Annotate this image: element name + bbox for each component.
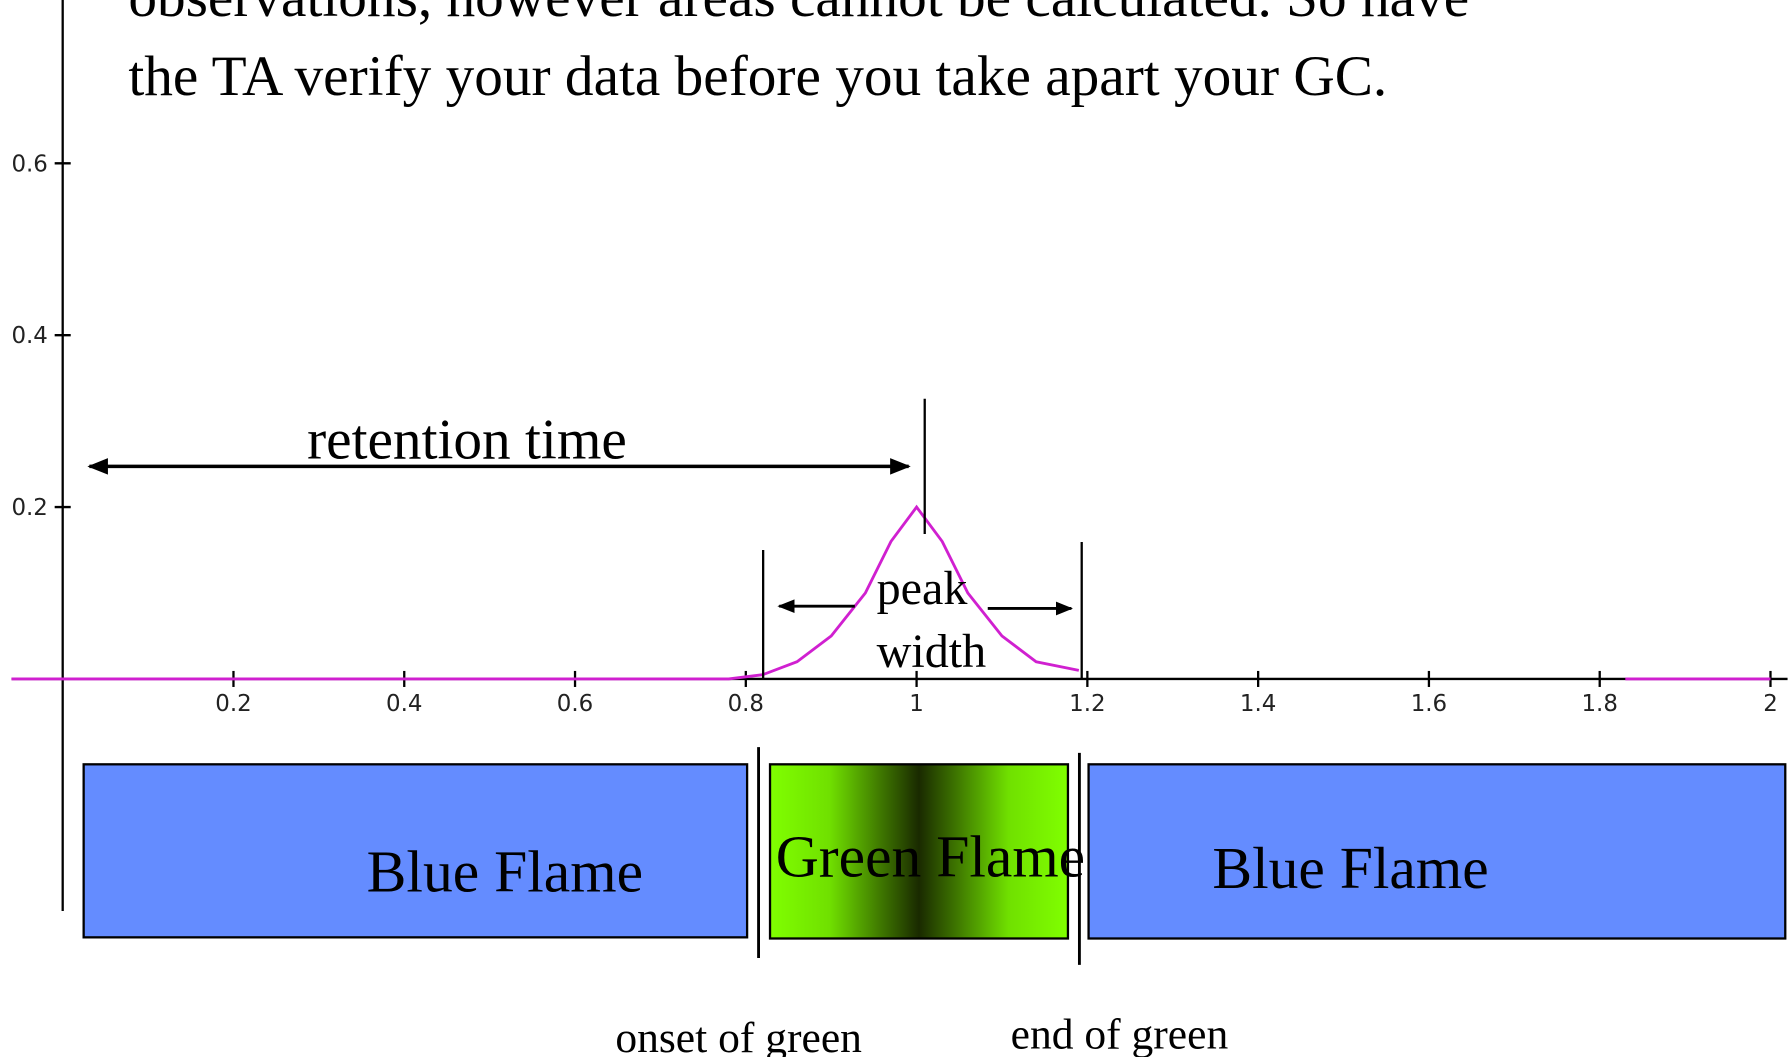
flame-box [1087, 763, 1787, 940]
y-tick-label: 0.6 [11, 151, 47, 177]
y-tick-label: 0.4 [11, 323, 47, 349]
x-tick-label: 1.2 [1069, 691, 1105, 717]
x-tick-label: 1.4 [1240, 691, 1276, 717]
body-text: observations, however areas cannot be ca… [128, 0, 1469, 29]
x-tick-label: 1 [909, 691, 924, 717]
x-tick-label: 2 [1763, 691, 1778, 717]
box-label: Green Flame [776, 824, 1085, 890]
box-label: Blue Flame [1212, 835, 1488, 901]
x-tick-label: 0.6 [557, 691, 593, 717]
annotation: width [877, 625, 987, 678]
x-tick-label: 0.2 [215, 691, 251, 717]
annotation: onset of green [615, 1014, 862, 1057]
annotation: peak [877, 562, 969, 615]
x-tick-label: 0.8 [728, 691, 764, 717]
x-tick-label: 1.8 [1581, 691, 1617, 717]
y-tick-label: 0.2 [11, 495, 47, 521]
body-text: the TA verify your data before you take … [128, 45, 1387, 108]
plot: 0.2 0.4 0.6 0.2 0.4 0.6 0.8 1 1.2 1.4 1.6 1.8 2 [11, 0, 1788, 911]
annotation: retention time [307, 408, 627, 471]
flame-box [768, 763, 1070, 940]
annotation: end of green [1011, 1010, 1229, 1057]
x-tick-label: 1.6 [1411, 691, 1447, 717]
x-tick-label: 0.4 [386, 691, 422, 717]
box-label: Blue Flame [367, 839, 643, 905]
flame-box [82, 763, 749, 939]
